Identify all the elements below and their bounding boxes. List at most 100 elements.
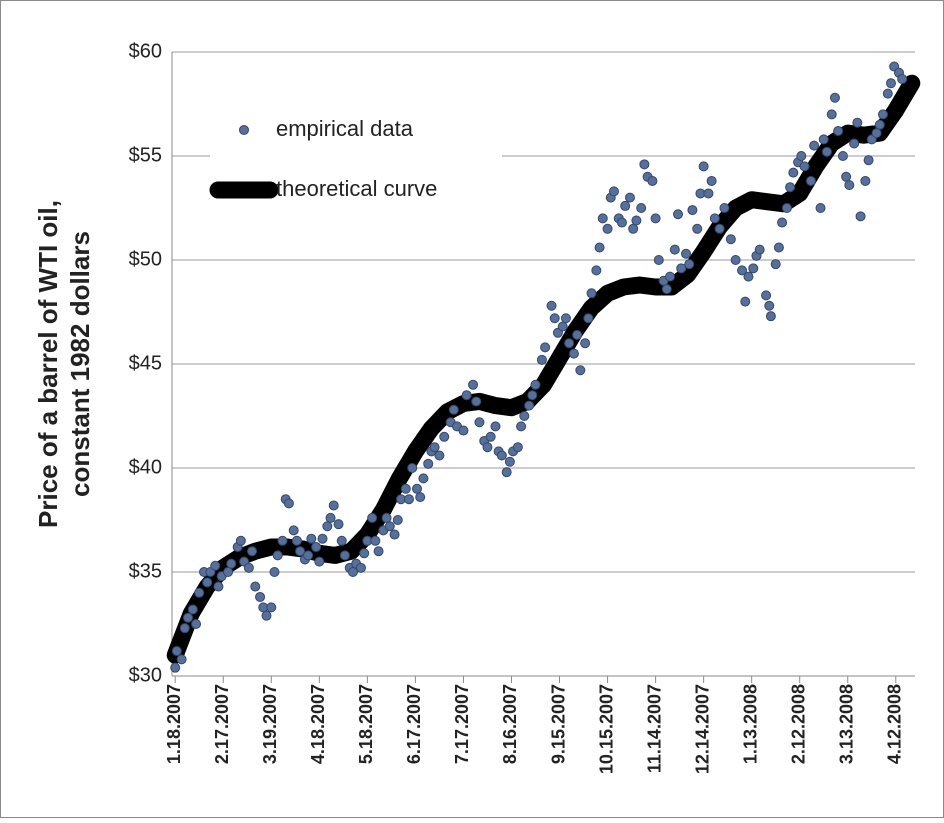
data-point — [829, 92, 840, 103]
x-tick-label: 11.14.2007 — [644, 684, 664, 773]
data-point — [882, 88, 893, 99]
data-point — [730, 255, 741, 265]
data-point — [415, 492, 426, 503]
data-point — [608, 186, 619, 197]
y-tick-label: $60 — [129, 40, 162, 62]
data-point — [501, 467, 512, 478]
data-point — [764, 300, 775, 311]
data-point — [665, 271, 676, 282]
data-point — [261, 610, 272, 621]
data-point — [471, 396, 482, 407]
data-point — [496, 450, 507, 461]
data-point — [512, 442, 523, 453]
data-point — [580, 338, 591, 349]
data-point — [277, 535, 288, 546]
data-point — [355, 562, 366, 573]
x-tick-label: 4.18.2007 — [308, 684, 328, 764]
y-tick-label: $40 — [129, 456, 162, 478]
data-point — [877, 109, 888, 120]
data-point — [725, 234, 736, 245]
data-point — [516, 421, 527, 432]
data-point — [339, 550, 350, 561]
data-point — [303, 550, 314, 561]
data-point — [863, 155, 874, 166]
data-point — [291, 535, 302, 546]
data-point — [322, 521, 333, 532]
data-point — [687, 205, 698, 216]
x-tick-label: 1.18.2007 — [164, 684, 184, 764]
data-point — [530, 379, 541, 390]
data-point — [170, 662, 181, 673]
data-point — [210, 560, 221, 571]
data-point — [809, 140, 820, 151]
data-point — [885, 78, 896, 89]
data-point — [490, 421, 501, 432]
data-point — [557, 321, 568, 332]
data-point — [777, 217, 788, 228]
x-tick-label: 9.15.2007 — [548, 684, 568, 764]
x-tick-label: 8.16.2007 — [500, 684, 520, 764]
x-tick-label: 2.17.2007 — [212, 684, 232, 764]
data-point — [458, 425, 469, 436]
data-point — [434, 450, 445, 461]
data-point — [737, 265, 748, 276]
y-axis-label: Price of a barrel of WTI oil, — [33, 200, 63, 528]
y-axis-label: constant 1982 dollars — [65, 231, 95, 497]
data-point — [306, 533, 317, 544]
data-point — [418, 473, 429, 484]
data-point — [213, 581, 224, 592]
data-point — [661, 284, 672, 295]
data-point — [392, 515, 403, 525]
data-point — [799, 161, 810, 172]
data-point — [765, 311, 776, 322]
data-point — [676, 263, 687, 274]
data-point — [527, 390, 538, 401]
data-point — [202, 577, 213, 588]
data-point — [179, 623, 190, 634]
data-point — [549, 313, 560, 324]
data-point — [653, 255, 664, 265]
y-tick-label: $45 — [129, 352, 162, 374]
y-tick-label: $55 — [129, 144, 162, 166]
data-point — [743, 271, 754, 282]
x-tick-label: 5.18.2007 — [356, 684, 376, 764]
data-point — [714, 223, 725, 234]
data-point — [336, 535, 347, 546]
grid — [171, 51, 915, 683]
data-point — [650, 213, 661, 224]
data-point — [243, 562, 254, 573]
data-point — [821, 146, 832, 157]
data-point — [540, 342, 551, 353]
data-point — [191, 619, 202, 629]
data-point — [788, 167, 799, 178]
data-point — [536, 354, 547, 365]
data-point — [639, 159, 650, 170]
data-point — [359, 548, 370, 559]
data-point — [849, 138, 860, 149]
data-point — [698, 161, 709, 172]
y-tick-label: $30 — [129, 664, 162, 686]
data-point — [796, 151, 807, 161]
data-point — [837, 151, 848, 161]
data-point — [468, 379, 479, 390]
data-point — [826, 109, 837, 120]
data-point — [314, 556, 325, 567]
data-point — [874, 119, 885, 130]
data-point — [311, 542, 322, 553]
legend-label: theoretical curve — [276, 176, 437, 201]
data-point — [841, 171, 852, 182]
data-point — [546, 300, 557, 311]
data-point — [461, 390, 472, 401]
data-point — [860, 175, 871, 186]
data-point — [328, 500, 339, 511]
data-point — [295, 546, 306, 557]
data-point — [594, 242, 605, 253]
data-point — [560, 313, 571, 324]
data-point — [187, 604, 198, 615]
data-point — [591, 265, 602, 276]
data-point — [703, 188, 714, 199]
data-point — [381, 512, 392, 523]
data-point — [871, 128, 882, 139]
legend-label: empirical data — [276, 116, 414, 141]
data-point — [519, 411, 530, 421]
